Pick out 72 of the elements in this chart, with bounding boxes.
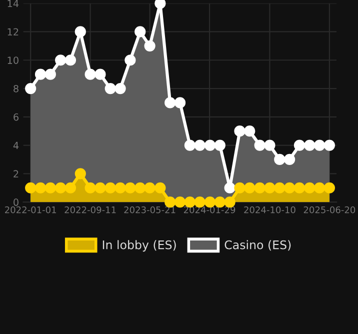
y-tick-label: 4 (13, 142, 19, 149)
point (324, 182, 335, 194)
point (25, 82, 36, 94)
point (144, 40, 156, 52)
legend-label: In lobby (ES) (102, 240, 176, 252)
point (174, 196, 186, 208)
point (234, 182, 246, 194)
point (284, 182, 296, 194)
point (184, 140, 196, 151)
y-tick-label: 0 (14, 198, 18, 206)
x-tick-label: 2022-09-11 (64, 206, 116, 214)
point (55, 182, 66, 194)
point (154, 0, 166, 9)
point (25, 182, 36, 194)
point (74, 168, 86, 180)
x-tick-label: 2023-05-21 (124, 206, 176, 214)
point (264, 182, 276, 194)
point (194, 140, 206, 151)
point (224, 182, 236, 194)
point (164, 97, 176, 108)
point (274, 154, 286, 166)
point (144, 182, 156, 194)
point (55, 54, 66, 66)
point (314, 182, 326, 194)
point (64, 182, 76, 194)
point (154, 182, 166, 194)
y-tick-label: 14 (8, 0, 19, 8)
point (304, 140, 316, 151)
point (124, 182, 136, 194)
point (114, 82, 126, 94)
y-tick-label: 2 (14, 170, 18, 178)
point (314, 140, 326, 151)
point (294, 140, 306, 151)
x-tick-label: 2025-06-20 (304, 206, 356, 214)
y-tick-label: 10 (8, 56, 18, 64)
point (234, 126, 246, 137)
point (204, 140, 216, 151)
y-tick-label: 6 (14, 113, 18, 121)
point (94, 68, 106, 80)
point (44, 182, 56, 194)
point (264, 140, 276, 151)
point (44, 68, 56, 80)
point (244, 126, 256, 137)
x-tick-label: 2022-01-01 (5, 206, 56, 214)
point (34, 182, 46, 194)
point (274, 182, 286, 194)
point (324, 140, 335, 151)
point (254, 182, 266, 194)
point (134, 26, 146, 38)
point (74, 26, 86, 38)
point (34, 68, 46, 80)
x-tick-label: 2024-10-10 (244, 206, 296, 214)
point (214, 140, 226, 151)
legend-label: Casino (ES) (224, 240, 291, 251)
y-tick-label: 12 (8, 28, 18, 36)
point (84, 182, 96, 194)
point (94, 182, 106, 194)
point (104, 182, 116, 194)
point (304, 182, 316, 194)
point (64, 54, 76, 66)
point (254, 140, 266, 151)
point (114, 182, 126, 194)
point (244, 182, 256, 194)
point (174, 97, 186, 108)
y-tick-label: 8 (14, 84, 18, 92)
point (124, 54, 136, 66)
point (104, 82, 116, 94)
point (134, 182, 146, 194)
x-tick-label: 2024-01-29 (184, 206, 236, 214)
point (284, 154, 296, 166)
point (294, 182, 306, 194)
point (84, 68, 96, 80)
